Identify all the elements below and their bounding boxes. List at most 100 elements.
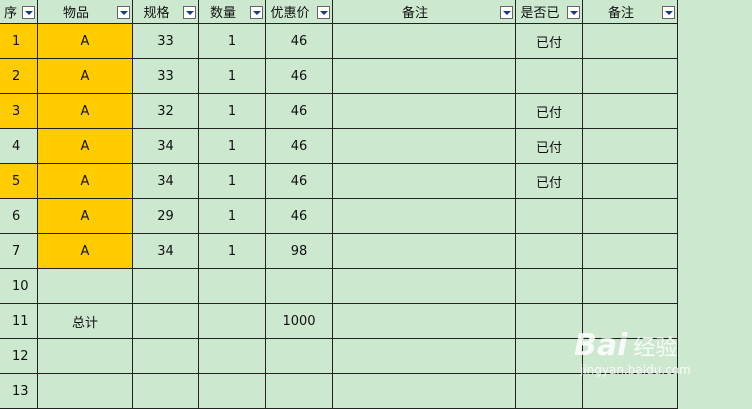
header-cell: 备注 — [583, 0, 678, 24]
cell: 33 — [133, 24, 199, 59]
cell — [583, 374, 678, 409]
cell — [38, 339, 133, 374]
filter-button[interactable] — [317, 6, 330, 19]
cell: 1 — [199, 129, 266, 164]
cell — [199, 339, 266, 374]
cell: A — [38, 234, 133, 269]
cell — [333, 374, 516, 409]
cell — [516, 339, 583, 374]
cell — [333, 269, 516, 304]
cell: A — [38, 199, 133, 234]
cell — [583, 59, 678, 94]
cell — [583, 24, 678, 59]
cell: 已付 — [516, 24, 583, 59]
cell: A — [38, 164, 133, 199]
cell — [583, 304, 678, 339]
cell — [516, 199, 583, 234]
cell: 46 — [266, 129, 333, 164]
cell: 1 — [199, 234, 266, 269]
watermark-product: 经验 — [633, 336, 678, 361]
row-number: 11 — [0, 304, 38, 339]
cell — [333, 24, 516, 59]
cell — [333, 304, 516, 339]
cell: 46 — [266, 164, 333, 199]
filter-button[interactable] — [22, 6, 35, 19]
cell — [583, 94, 678, 129]
row-number: 12 — [0, 339, 38, 374]
row-number: 7 — [0, 234, 38, 269]
cell: A — [38, 94, 133, 129]
cell — [133, 339, 199, 374]
cell: 1 — [199, 59, 266, 94]
cell: 1 — [199, 24, 266, 59]
cell: 已付 — [516, 94, 583, 129]
cell — [38, 374, 133, 409]
cell: 29 — [133, 199, 199, 234]
cell — [266, 269, 333, 304]
cell — [133, 374, 199, 409]
cell: 34 — [133, 164, 199, 199]
cell — [133, 304, 199, 339]
row-number: 10 — [0, 269, 38, 304]
header-cell: 物品 — [38, 0, 133, 24]
cell: 1 — [199, 164, 266, 199]
header-cell: 优惠价 — [266, 0, 333, 24]
cell — [333, 199, 516, 234]
cell: 总计 — [38, 304, 133, 339]
cell — [583, 164, 678, 199]
cell — [583, 129, 678, 164]
cell — [266, 374, 333, 409]
cell: A — [38, 59, 133, 94]
cell: 98 — [266, 234, 333, 269]
cell: 34 — [133, 129, 199, 164]
cell — [583, 269, 678, 304]
row-number: 5 — [0, 164, 38, 199]
cell: 已付 — [516, 129, 583, 164]
filter-button[interactable] — [250, 6, 263, 19]
row-number: 13 — [0, 374, 38, 409]
cell — [333, 129, 516, 164]
cell — [38, 269, 133, 304]
filter-button[interactable] — [662, 6, 675, 19]
row-number: 4 — [0, 129, 38, 164]
row-number: 6 — [0, 199, 38, 234]
cell: 32 — [133, 94, 199, 129]
cell: 34 — [133, 234, 199, 269]
cell — [266, 339, 333, 374]
cell — [516, 234, 583, 269]
cell: A — [38, 24, 133, 59]
cell — [583, 339, 678, 374]
cell: 46 — [266, 94, 333, 129]
cell: 46 — [266, 24, 333, 59]
cell — [516, 374, 583, 409]
cell: 33 — [133, 59, 199, 94]
cell: 已付 — [516, 164, 583, 199]
filter-button[interactable] — [567, 6, 580, 19]
filter-button[interactable] — [500, 6, 513, 19]
cell — [199, 304, 266, 339]
header-cell: 序 — [0, 0, 38, 24]
filter-button[interactable] — [183, 6, 196, 19]
cell: 1000 — [266, 304, 333, 339]
cell — [516, 269, 583, 304]
header-cell: 备注 — [333, 0, 516, 24]
cell: 46 — [266, 199, 333, 234]
cell — [199, 269, 266, 304]
watermark: Bai 经验 jingyan.baidu.com — [574, 328, 691, 377]
cell: A — [38, 129, 133, 164]
cell — [583, 234, 678, 269]
row-number: 2 — [0, 59, 38, 94]
cell — [333, 339, 516, 374]
header-cell: 是否已 — [516, 0, 583, 24]
watermark-brand: Bai — [574, 328, 628, 363]
cell: 1 — [199, 199, 266, 234]
row-number: 3 — [0, 94, 38, 129]
header-cell: 数量 — [199, 0, 266, 24]
filter-button[interactable] — [117, 6, 130, 19]
cell — [516, 59, 583, 94]
header-cell: 规格 — [133, 0, 199, 24]
cell — [516, 304, 583, 339]
row-number: 1 — [0, 24, 38, 59]
